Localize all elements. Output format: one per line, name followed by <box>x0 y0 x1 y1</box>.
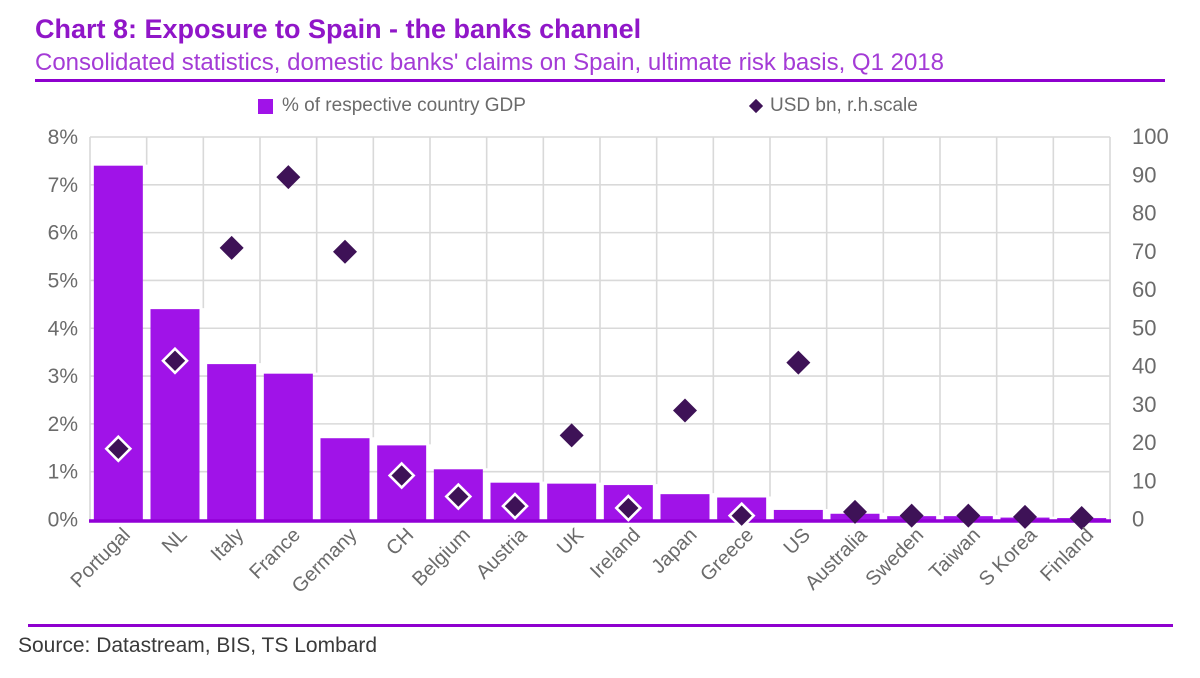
right-axis-tick: 40 <box>1132 354 1156 379</box>
bar-japan <box>660 494 710 521</box>
source-note: Source: Datastream, BIS, TS Lombard <box>18 634 378 657</box>
diamond-ch <box>387 461 416 490</box>
left-axis-tick: 4% <box>48 317 78 340</box>
bar-us <box>773 509 823 521</box>
diamond-germany <box>333 239 357 264</box>
bar-italy <box>207 364 257 521</box>
left-axis-tick: 6% <box>48 222 78 245</box>
x-axis-label: Greece <box>696 524 758 586</box>
left-axis-tick: 0% <box>48 509 78 532</box>
bar-uk <box>547 483 597 521</box>
legend-item-diamonds: USD bn, r.h.scale <box>748 95 918 117</box>
x-axis-label: Finland <box>1036 524 1098 586</box>
x-axis-label: Italy <box>207 524 248 565</box>
legend-item-bars: % of respective country GDP <box>258 95 526 117</box>
diamond-austria <box>501 492 529 520</box>
x-axis-label: Sweden <box>862 524 929 591</box>
x-axis-label: CH <box>382 524 418 560</box>
diamond-belgium <box>444 482 473 511</box>
right-axis-tick: 70 <box>1132 239 1156 264</box>
left-axis-tick: 8% <box>48 126 78 149</box>
bar-portugal <box>93 165 143 521</box>
left-axis-tick: 2% <box>48 413 78 436</box>
diamond-greece <box>727 501 756 530</box>
diamond-japan <box>673 398 697 423</box>
bar-france <box>263 373 313 521</box>
footer-divider-line <box>28 624 1173 627</box>
x-axis-label: Austria <box>472 523 532 583</box>
legend-diamonds-label: USD bn, r.h.scale <box>770 95 918 116</box>
diamond-france <box>276 165 301 190</box>
x-axis-label: Australia <box>801 523 872 594</box>
right-axis-tick: 0 <box>1132 507 1144 532</box>
right-axis-tick: 30 <box>1132 392 1156 417</box>
right-axis-tick: 60 <box>1132 277 1156 302</box>
diamond-us <box>786 350 811 375</box>
x-axis-label: US <box>780 524 815 559</box>
header-divider-line <box>35 79 1165 82</box>
x-axis-label: NL <box>158 524 192 558</box>
chart-subtitle: Consolidated statistics, domestic banks'… <box>35 49 944 76</box>
right-axis-tick: 10 <box>1132 468 1156 493</box>
legend-bars-label: % of respective country GDP <box>282 95 526 116</box>
bar-germany <box>320 438 370 521</box>
x-axis-label: UK <box>553 524 589 560</box>
bar-series-swatch-icon <box>258 98 273 114</box>
left-axis-tick: 7% <box>48 174 78 197</box>
right-axis-tick: 80 <box>1132 201 1156 226</box>
left-axis-tick: 5% <box>48 269 78 292</box>
left-axis-tick: 1% <box>48 461 78 484</box>
combo-chart-plot: 0% 1% 2% 3% 4% 5% 6% 7% 8% 0 10 20 30 40 50 60 70 80 90 100… <box>48 124 1169 598</box>
diamond-finland <box>1069 505 1094 530</box>
x-axis-label: Japan <box>647 524 701 578</box>
bar-nl <box>150 309 200 521</box>
diamond-italy <box>219 235 244 260</box>
right-axis-tick: 50 <box>1132 315 1156 340</box>
right-axis-tick: 100 <box>1132 124 1169 149</box>
right-axis-tick: 90 <box>1132 162 1156 187</box>
x-axis-label: S Korea <box>975 523 1042 590</box>
diamond-australia <box>843 499 867 524</box>
diamond-ireland <box>614 494 643 522</box>
diamond-sweden <box>899 503 924 528</box>
x-axis-label: Ireland <box>586 524 645 583</box>
right-axis-tick: 20 <box>1132 430 1156 455</box>
diamond-taiwan <box>956 503 981 528</box>
diamond-nl <box>161 346 189 375</box>
x-axis-label: Portugal <box>67 524 135 592</box>
diamond-s-korea <box>1013 504 1037 529</box>
diamond-uk <box>559 423 584 448</box>
diamond-portugal <box>104 434 133 463</box>
left-axis-tick: 3% <box>48 365 78 388</box>
x-axis-label: Belgium <box>408 524 475 591</box>
chart-title: Chart 8: Exposure to Spain - the banks c… <box>35 14 642 44</box>
